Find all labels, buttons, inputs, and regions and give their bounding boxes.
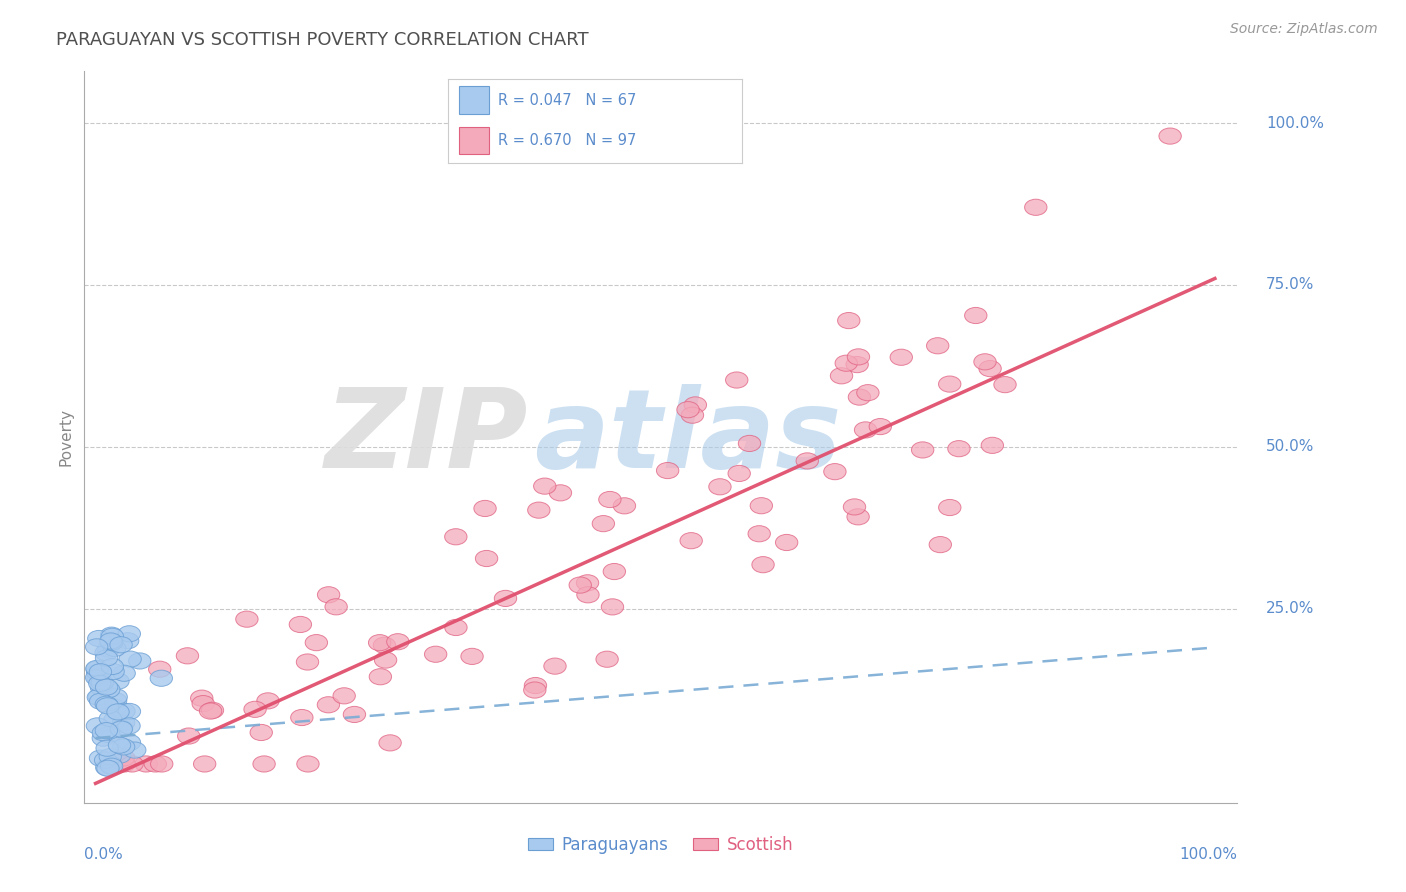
Text: 75.0%: 75.0% [1267, 277, 1315, 293]
Text: 100.0%: 100.0% [1180, 847, 1237, 862]
Legend: Paraguayans, Scottish: Paraguayans, Scottish [522, 829, 800, 860]
Text: 50.0%: 50.0% [1267, 439, 1315, 454]
Text: Source: ZipAtlas.com: Source: ZipAtlas.com [1230, 22, 1378, 37]
Y-axis label: Poverty: Poverty [58, 408, 73, 467]
Text: PARAGUAYAN VS SCOTTISH POVERTY CORRELATION CHART: PARAGUAYAN VS SCOTTISH POVERTY CORRELATI… [56, 31, 589, 49]
Text: 100.0%: 100.0% [1267, 116, 1324, 130]
Text: 0.0%: 0.0% [84, 847, 124, 862]
Text: ZIP: ZIP [325, 384, 529, 491]
Text: 25.0%: 25.0% [1267, 601, 1315, 616]
Text: atlas: atlas [534, 384, 841, 491]
